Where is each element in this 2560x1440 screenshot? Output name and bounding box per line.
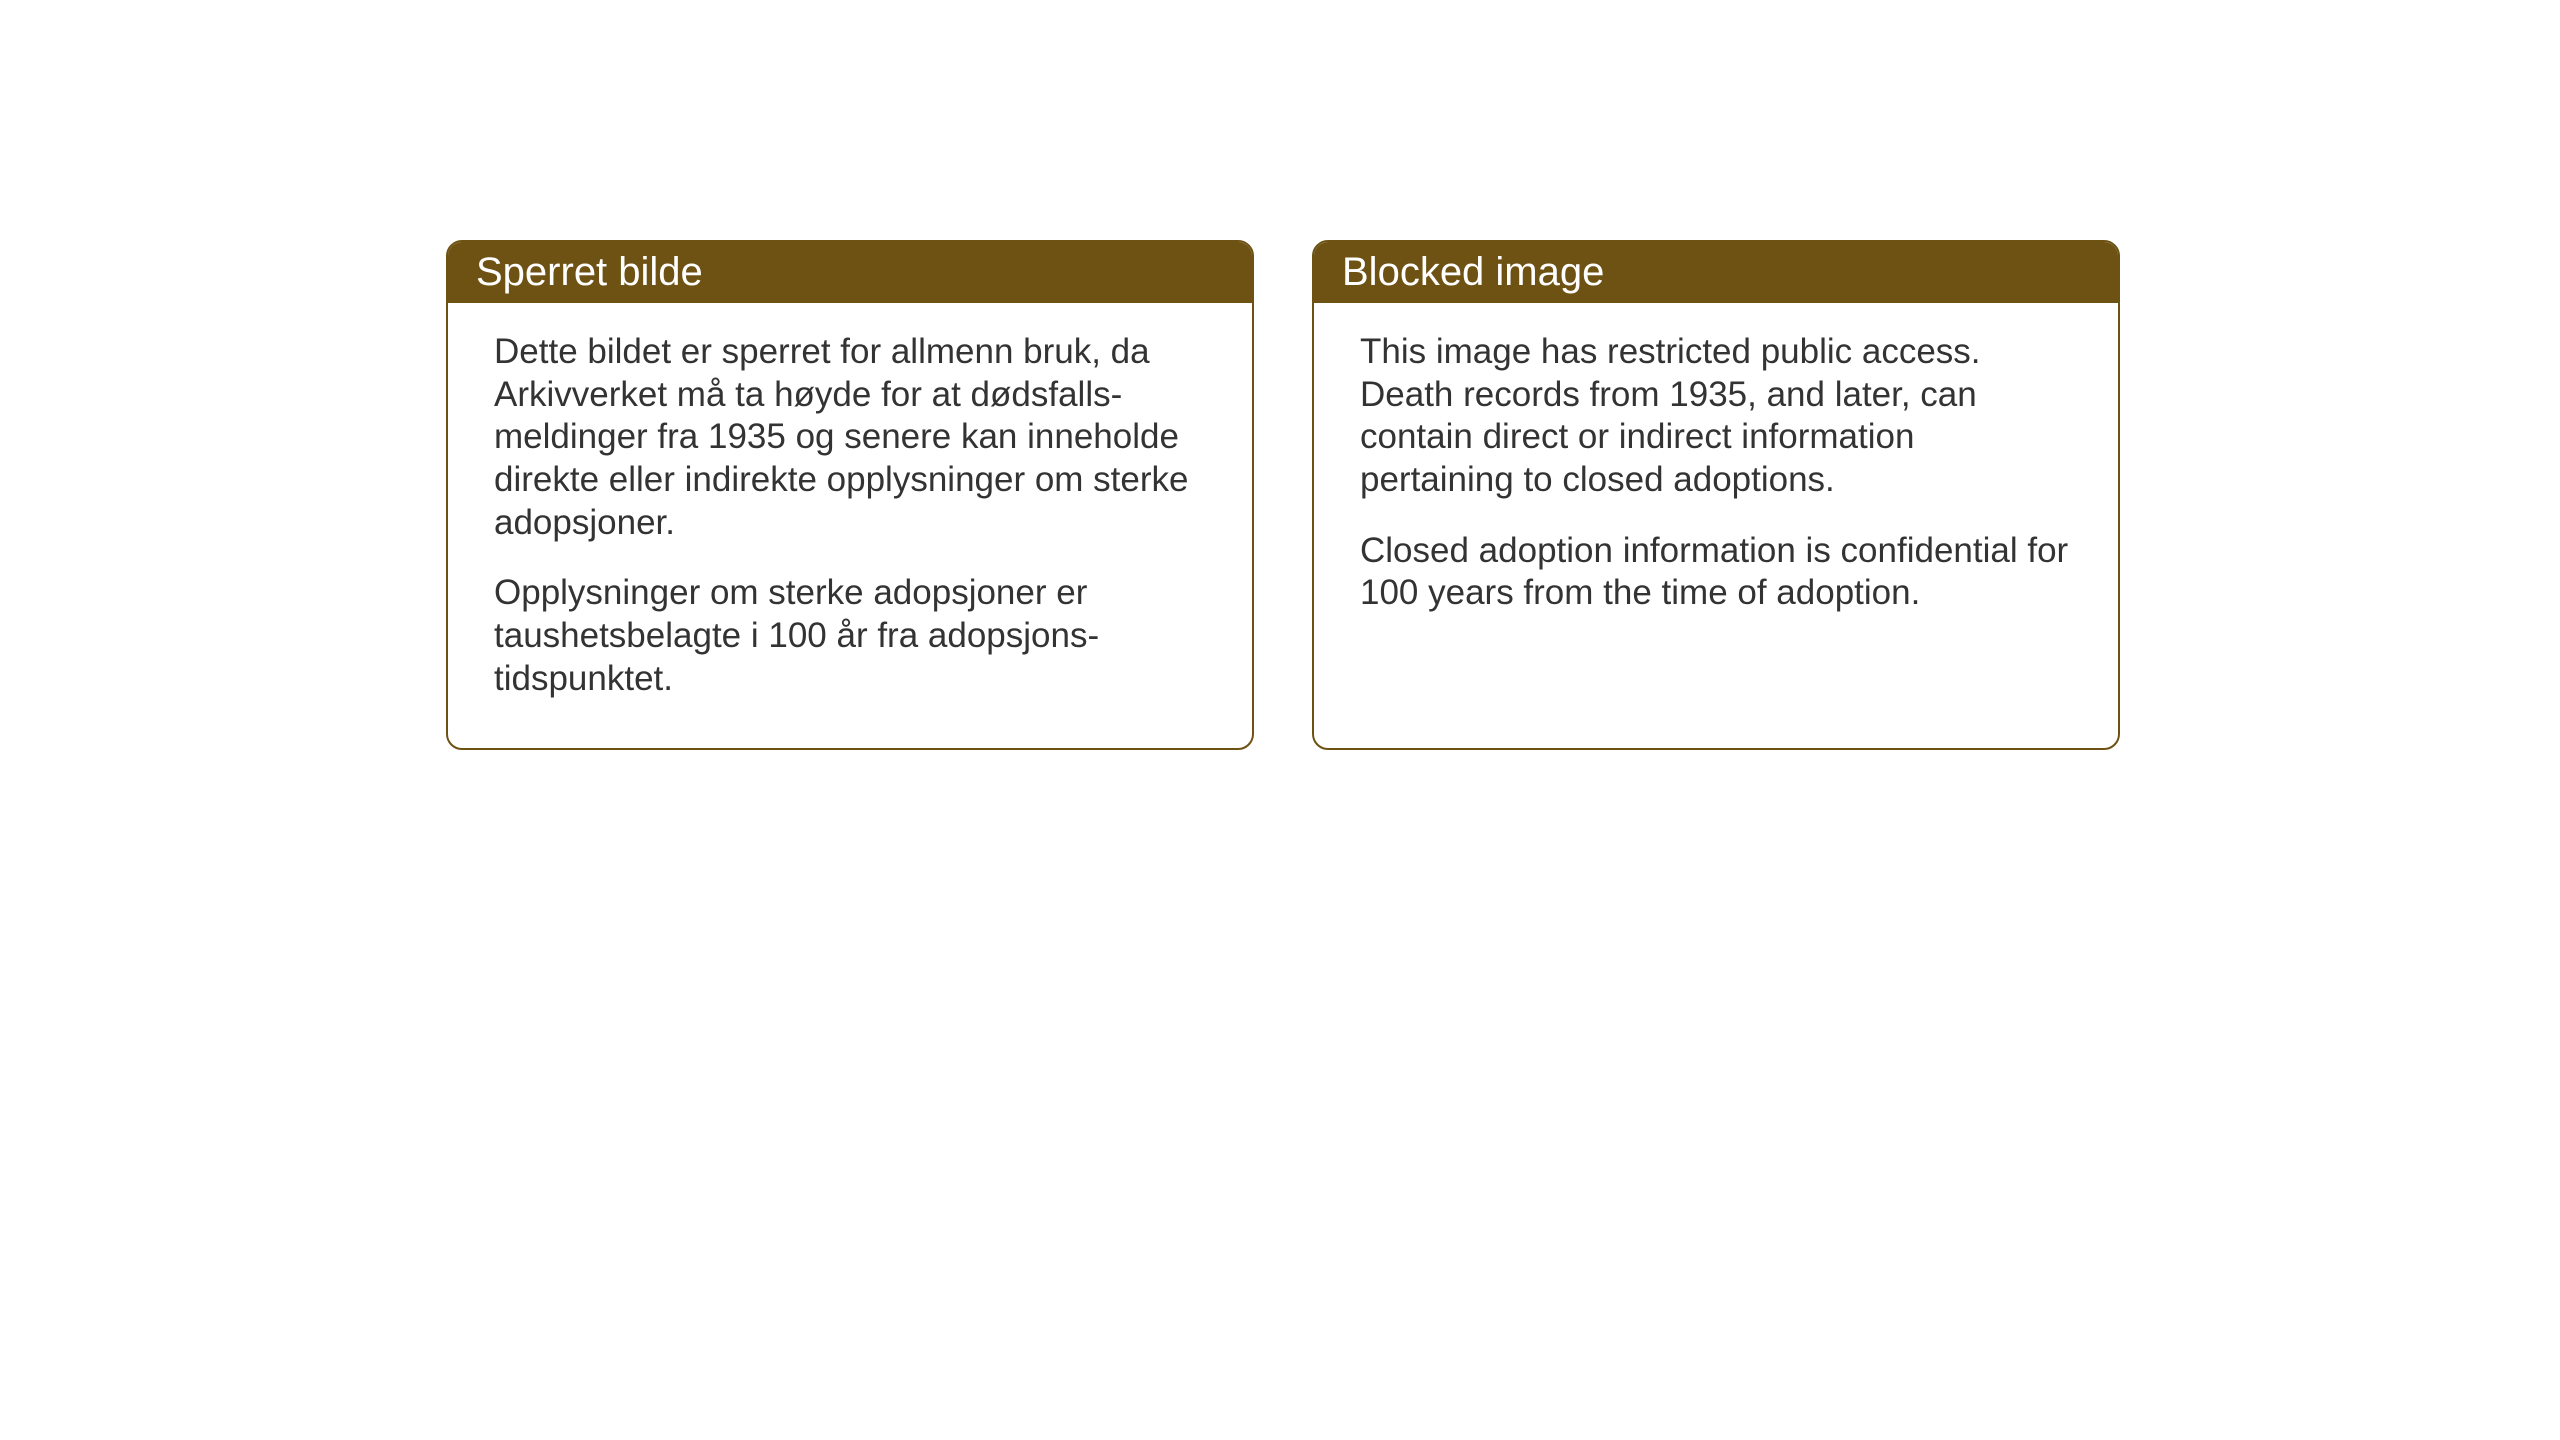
notice-card-english: Blocked image This image has restricted … <box>1312 240 2120 750</box>
notice-cards-container: Sperret bilde Dette bildet er sperret fo… <box>446 240 2120 750</box>
card-paragraph-2-norwegian: Opplysninger om sterke adopsjoner er tau… <box>494 572 1206 700</box>
notice-card-norwegian: Sperret bilde Dette bildet er sperret fo… <box>446 240 1254 750</box>
card-header-english: Blocked image <box>1314 242 2118 303</box>
card-body-english: This image has restricted public access.… <box>1314 303 2118 655</box>
card-header-norwegian: Sperret bilde <box>448 242 1252 303</box>
card-body-norwegian: Dette bildet er sperret for allmenn bruk… <box>448 303 1252 741</box>
card-paragraph-1-norwegian: Dette bildet er sperret for allmenn bruk… <box>494 331 1206 544</box>
card-title-norwegian: Sperret bilde <box>476 250 703 294</box>
card-title-english: Blocked image <box>1342 250 1604 294</box>
card-paragraph-1-english: This image has restricted public access.… <box>1360 331 2072 502</box>
card-paragraph-2-english: Closed adoption information is confident… <box>1360 530 2072 615</box>
